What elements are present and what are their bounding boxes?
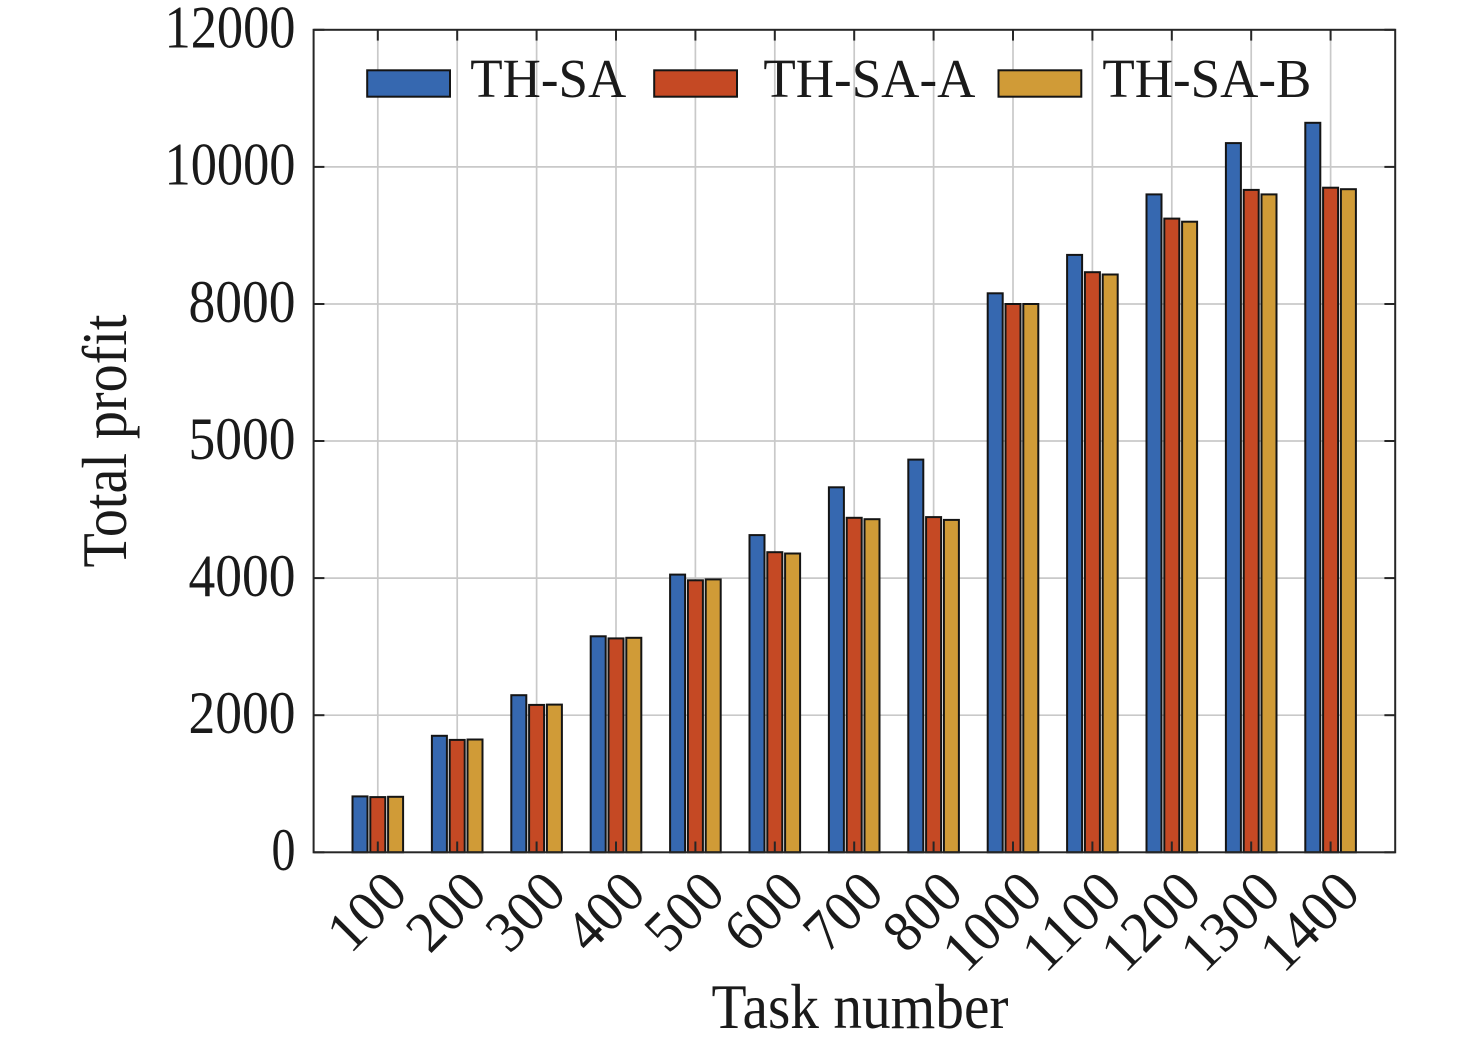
svg-text:5000: 5000 xyxy=(189,406,296,472)
svg-text:10000: 10000 xyxy=(165,132,296,198)
svg-text:2000: 2000 xyxy=(189,680,296,746)
svg-text:8000: 8000 xyxy=(189,269,296,335)
svg-text:Total profit: Total profit xyxy=(69,314,140,567)
svg-text:TH-SA-B: TH-SA-B xyxy=(1102,48,1311,109)
svg-text:12000: 12000 xyxy=(165,0,296,61)
svg-text:TH-SA-A: TH-SA-A xyxy=(763,48,975,109)
svg-text:Task number: Task number xyxy=(712,971,1009,1042)
svg-text:0: 0 xyxy=(272,817,296,883)
svg-text:4000: 4000 xyxy=(189,543,296,609)
svg-text:TH-SA: TH-SA xyxy=(470,48,626,109)
